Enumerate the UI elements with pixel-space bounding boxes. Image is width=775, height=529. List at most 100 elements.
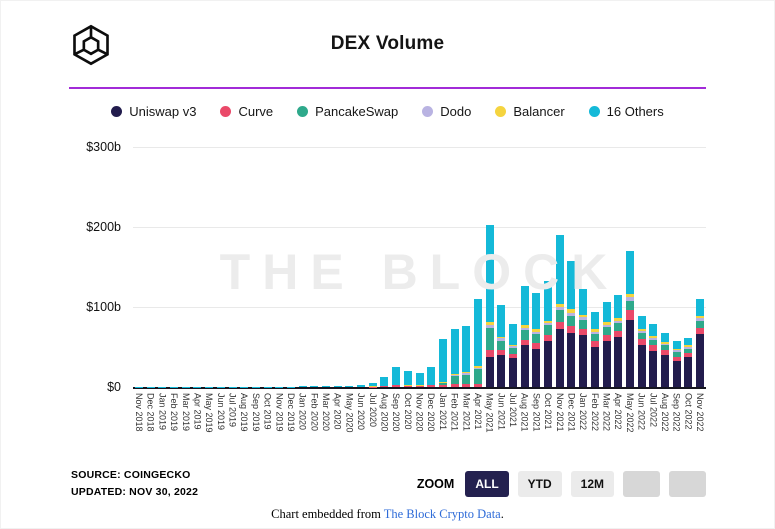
- zoom-button-ytd[interactable]: YTD: [517, 471, 562, 498]
- segment-16-others: [532, 293, 541, 330]
- legend-item-dodo[interactable]: Dodo: [422, 104, 471, 119]
- segment-pancakeswap: [696, 320, 704, 328]
- legend-item-pancakeswap[interactable]: PancakeSwap: [297, 104, 398, 119]
- segment-16-others: [509, 323, 517, 345]
- x-tick-label: Jan 2021: [437, 393, 448, 431]
- segment-dodo: [520, 327, 529, 331]
- segment-balancer: [520, 325, 529, 328]
- segment-16-others: [544, 280, 553, 321]
- zoom-button-12m[interactable]: 12M: [570, 471, 614, 498]
- segment-balancer: [637, 328, 646, 332]
- legend-item-16-others[interactable]: 16 Others: [588, 104, 664, 119]
- bar-may-2021[interactable]: [485, 224, 494, 387]
- x-tick-label: Mar 2021: [461, 393, 472, 432]
- bar-may-2020[interactable]: [345, 385, 354, 387]
- zoom-button-all[interactable]: ALL: [465, 471, 509, 498]
- bar-oct-2021[interactable]: [544, 280, 553, 387]
- x-tick-label: Feb 2022: [589, 393, 600, 432]
- segment-pancakeswap: [438, 383, 447, 385]
- segment-pancakeswap: [497, 340, 506, 351]
- bar-aug-2022[interactable]: [660, 333, 669, 387]
- x-tick-label: Jul 2019: [227, 393, 238, 428]
- bar-aug-2020[interactable]: [380, 377, 389, 387]
- zoom-button-blank[interactable]: [623, 471, 660, 498]
- bar-apr-2021[interactable]: [473, 299, 482, 387]
- embed-link[interactable]: The Block Crypto Data: [383, 507, 501, 521]
- bar-sep-2022[interactable]: [672, 341, 681, 387]
- gridline: [133, 147, 706, 148]
- bar-jul-2021[interactable]: [509, 323, 517, 387]
- segment-16-others: [345, 385, 354, 387]
- bar-jan-2022[interactable]: [579, 289, 588, 387]
- legend-item-balancer[interactable]: Balancer: [495, 104, 565, 119]
- legend-label: PancakeSwap: [315, 103, 399, 119]
- bar-apr-2022[interactable]: [614, 295, 623, 387]
- bar-oct-2020[interactable]: [403, 371, 412, 387]
- legend-item-curve[interactable]: Curve: [220, 104, 273, 119]
- bar-jun-2022[interactable]: [637, 315, 646, 387]
- bar-nov-2020[interactable]: [415, 373, 424, 387]
- segment-balancer: [403, 385, 412, 386]
- bar-jun-2020[interactable]: [357, 385, 366, 387]
- legend-label: Curve: [238, 103, 274, 119]
- bar-aug-2021[interactable]: [520, 286, 529, 387]
- segment-balancer: [427, 384, 436, 386]
- x-tick-label: May 2022: [624, 393, 635, 433]
- segment-dodo: [660, 343, 669, 346]
- bar-jan-2020[interactable]: [298, 386, 307, 387]
- bar-mar-2021[interactable]: [462, 326, 471, 387]
- bar-dec-2020[interactable]: [427, 367, 436, 387]
- zoom-button-blank[interactable]: [669, 471, 706, 498]
- segment-balancer: [509, 344, 517, 347]
- x-slot: Dec 2020: [426, 393, 436, 459]
- x-slot: Sep 2021: [531, 393, 541, 459]
- segment-uniswap-v3: [684, 357, 693, 387]
- segment-balancer: [602, 322, 611, 325]
- bar-jun-2021[interactable]: [497, 304, 506, 387]
- segment-pancakeswap: [625, 300, 634, 311]
- bar-dec-2021[interactable]: [567, 261, 576, 387]
- x-slot: Feb 2022: [589, 393, 600, 459]
- bar-sep-2021[interactable]: [532, 293, 541, 387]
- bar-nov-2021[interactable]: [555, 235, 564, 387]
- the-block-logo-icon: [69, 23, 113, 67]
- plot: THE BLOCK $300b $200b $100b $0: [86, 140, 706, 394]
- bar-feb-2020[interactable]: [310, 386, 319, 387]
- segment-balancer: [392, 384, 401, 386]
- segment-dodo: [509, 346, 517, 348]
- y-tick-label: $0: [107, 380, 121, 394]
- x-slot: Jan 2019: [157, 393, 167, 459]
- segment-curve: [579, 328, 588, 335]
- x-tick-label: Aug 2019: [239, 393, 250, 432]
- bar-nov-2022[interactable]: [696, 299, 704, 387]
- segment-pancakeswap: [672, 351, 681, 357]
- x-slot: Nov 2022: [695, 393, 705, 459]
- bar-oct-2022[interactable]: [684, 338, 693, 387]
- segment-dodo: [497, 338, 506, 341]
- bar-jul-2020[interactable]: [368, 383, 377, 387]
- bar-feb-2021[interactable]: [450, 329, 459, 387]
- bar-mar-2020[interactable]: [322, 386, 330, 387]
- segment-curve: [392, 385, 401, 387]
- x-slot: Apr 2022: [613, 393, 623, 459]
- bar-feb-2022[interactable]: [590, 311, 599, 387]
- bar-apr-2020[interactable]: [333, 386, 342, 387]
- bar-jan-2021[interactable]: [438, 339, 447, 387]
- segment-dodo: [544, 323, 553, 326]
- x-slot: Mar 2020: [321, 393, 331, 459]
- legend-item-uniswap-v3[interactable]: Uniswap v3: [111, 104, 196, 119]
- segment-curve: [672, 356, 681, 361]
- x-slot: Jan 2021: [437, 393, 448, 459]
- x-slot: Sep 2020: [391, 393, 401, 459]
- segment-16-others: [473, 299, 482, 367]
- x-tick-label: Jun 2019: [215, 393, 226, 431]
- segment-curve: [590, 341, 599, 347]
- bar-may-2022[interactable]: [625, 251, 634, 387]
- segment-dodo: [672, 350, 681, 352]
- segment-16-others: [672, 341, 681, 349]
- bar-jul-2022[interactable]: [649, 323, 658, 387]
- zoom-label: ZOOM: [416, 477, 455, 492]
- bar-sep-2020[interactable]: [392, 367, 401, 387]
- bar-mar-2022[interactable]: [602, 302, 611, 387]
- footer: SOURCE: COINGECKO UPDATED: NOV 30, 2022 …: [71, 467, 706, 502]
